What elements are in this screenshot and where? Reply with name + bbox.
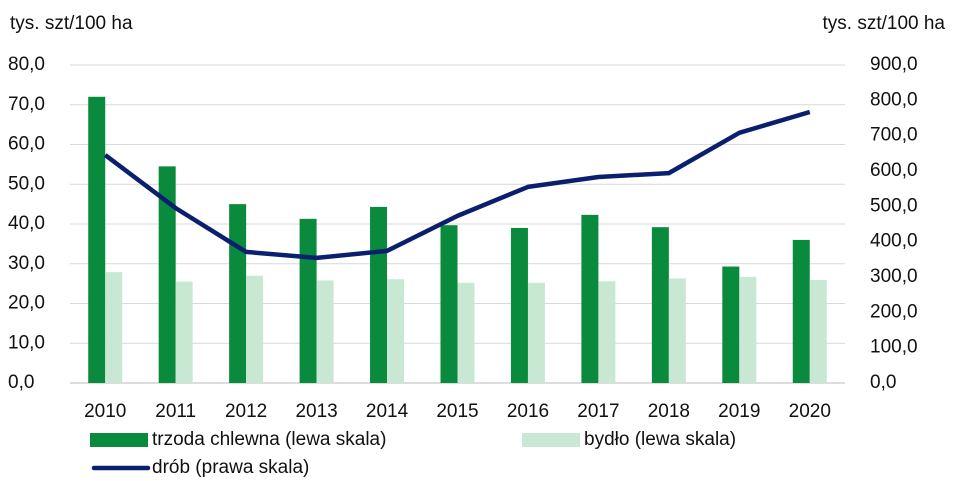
bar xyxy=(88,96,106,384)
y2-tick-label: 700,0 xyxy=(870,125,918,146)
bar xyxy=(316,280,334,383)
bar xyxy=(387,279,405,383)
legend-label: trzoda chlewna (lewa skala) xyxy=(152,429,386,450)
bar xyxy=(809,280,827,383)
bar xyxy=(581,214,599,383)
y-tick-label: 50,0 xyxy=(8,173,45,194)
bar xyxy=(792,239,810,383)
bar xyxy=(527,282,545,383)
x-tick-label: 2016 xyxy=(507,401,549,422)
bar xyxy=(651,227,669,383)
bar xyxy=(246,275,264,383)
x-tick-label: 2019 xyxy=(718,401,760,422)
x-tick-label: 2010 xyxy=(84,401,126,422)
x-tick-label: 2012 xyxy=(225,401,267,422)
y2-tick-label: 100,0 xyxy=(870,337,918,358)
y-tick-label: 60,0 xyxy=(8,134,45,155)
y2-axis-label: tys. szt/100 ha xyxy=(822,13,945,34)
bar xyxy=(158,166,176,383)
bar xyxy=(668,278,686,383)
y2-tick-label: 500,0 xyxy=(870,195,918,216)
y-tick-label: 0,0 xyxy=(8,372,34,393)
line-series xyxy=(103,109,811,261)
y-tick-label: 80,0 xyxy=(8,54,45,75)
y2-tick-label: 400,0 xyxy=(870,231,918,252)
legend-swatch xyxy=(522,433,580,447)
y-tick-label: 40,0 xyxy=(8,213,45,234)
bar xyxy=(175,281,193,383)
bar xyxy=(598,281,616,383)
x-tick-label: 2011 xyxy=(155,401,196,422)
y-axis-label: tys. szt/100 ha xyxy=(10,13,133,34)
x-tick-label: 2020 xyxy=(789,401,831,422)
y2-tick-label: 800,0 xyxy=(870,89,918,110)
legend-swatch xyxy=(90,433,148,447)
x-tick-label: 2015 xyxy=(436,401,478,422)
legend-label: bydło (lewa skala) xyxy=(584,429,736,450)
y2-tick-label: 0,0 xyxy=(870,372,896,393)
y-tick-label: 10,0 xyxy=(8,332,45,353)
x-tick-label: 2013 xyxy=(295,401,337,422)
y2-tick-label: 200,0 xyxy=(870,301,918,322)
bar xyxy=(229,204,247,383)
bar xyxy=(370,206,388,383)
bar xyxy=(457,282,475,383)
bar xyxy=(299,218,317,383)
bar xyxy=(739,276,757,383)
bar xyxy=(722,266,740,383)
bar xyxy=(440,225,458,383)
x-tick-label: 2014 xyxy=(366,401,409,422)
legend-label: drób (prawa skala) xyxy=(152,457,309,478)
y-tick-label: 30,0 xyxy=(8,253,45,274)
y-tick-label: 70,0 xyxy=(8,94,45,115)
x-tick-label: 2018 xyxy=(648,401,690,422)
y-tick-label: 20,0 xyxy=(8,293,45,314)
y2-tick-label: 600,0 xyxy=(870,160,918,181)
y2-tick-label: 300,0 xyxy=(870,266,918,287)
y2-tick-label: 900,0 xyxy=(870,54,918,75)
bar xyxy=(105,272,123,383)
x-tick-label: 2017 xyxy=(577,401,619,422)
bar xyxy=(510,227,528,383)
